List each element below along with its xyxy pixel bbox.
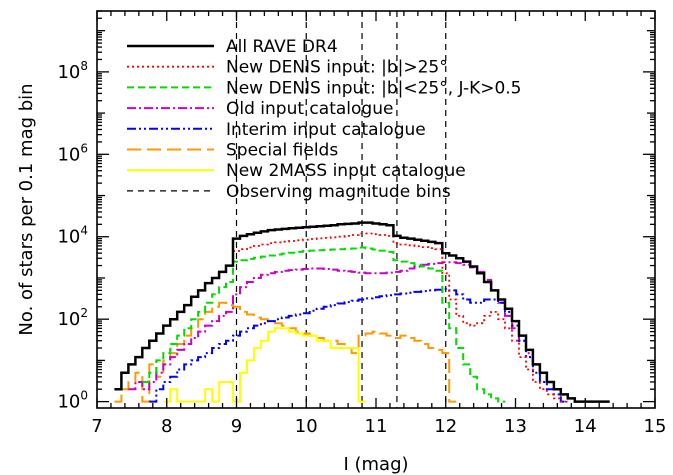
series-group [114, 221, 610, 403]
x-tick-label: 11 [365, 416, 388, 437]
series-1 [233, 232, 568, 403]
series-3 [128, 261, 582, 403]
observing-bin-lines [235, 11, 447, 408]
series-4 [149, 288, 568, 403]
legend-label-2: New DENIS input: |b|<25°, J-K>0.5 [226, 78, 522, 98]
legend-label-0: All RAVE DR4 [226, 37, 338, 57]
legend-label-6: New 2MASS input catalogue [226, 161, 466, 181]
legend-label-3: Old input catalogue [226, 99, 393, 119]
x-tick-label: 9 [231, 416, 242, 437]
y-axis-label: No. of stars per 0.1 mag bin [16, 83, 37, 335]
y-tick-label: 106 [57, 141, 88, 165]
series-6 [163, 327, 366, 403]
y-tick-label: 102 [57, 306, 88, 330]
legend-label-5: Special fields [226, 141, 338, 161]
axis-ticks [96, 10, 656, 408]
x-tick-label: 13 [504, 416, 527, 437]
legend-label-4: Interim input catalogue [226, 120, 426, 140]
y-tick-label: 108 [57, 59, 88, 83]
legend-label-1: New DENIS input: |b|>25° [226, 58, 448, 78]
series-0 [114, 221, 610, 403]
x-tick-label: 8 [161, 416, 172, 437]
x-tick-label: 14 [574, 416, 597, 437]
x-tick-label: 12 [434, 416, 457, 437]
x-axis-label: I (mag) [343, 454, 408, 475]
tick-labels: 7 8 9 10 11 12 13 14 15 100 102 104 106 108 [57, 59, 666, 437]
x-tick-label: 15 [644, 416, 667, 437]
x-tick-label: 7 [91, 416, 102, 437]
y-tick-label: 100 [57, 389, 88, 413]
legend-label-7: Observing magnitude bins [226, 182, 451, 202]
series-2 [142, 246, 505, 403]
x-tick-label: 10 [295, 416, 318, 437]
y-tick-label: 104 [57, 224, 88, 248]
